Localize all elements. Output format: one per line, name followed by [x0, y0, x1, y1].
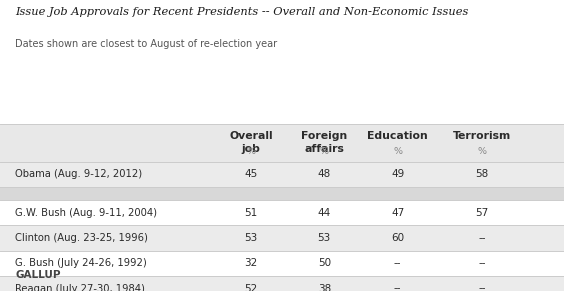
Text: 32: 32 — [244, 258, 258, 268]
Text: Obama (Aug. 9-12, 2012): Obama (Aug. 9-12, 2012) — [15, 169, 142, 179]
Text: job: job — [241, 144, 261, 155]
Text: affairs: affairs — [305, 144, 344, 155]
Text: 47: 47 — [391, 207, 404, 218]
Text: %: % — [478, 147, 487, 156]
Text: 53: 53 — [244, 233, 258, 243]
Text: GALLUP: GALLUP — [15, 270, 61, 280]
Text: 48: 48 — [318, 169, 331, 179]
Text: G.W. Bush (Aug. 9-11, 2004): G.W. Bush (Aug. 9-11, 2004) — [15, 207, 157, 218]
Text: 50: 50 — [318, 258, 331, 268]
Text: 58: 58 — [475, 169, 489, 179]
Text: Terrorism: Terrorism — [453, 131, 512, 141]
Text: Dates shown are closest to August of re-election year: Dates shown are closest to August of re-… — [15, 39, 277, 49]
Text: Overall: Overall — [229, 131, 273, 141]
Text: 45: 45 — [244, 169, 258, 179]
Text: %: % — [393, 147, 402, 156]
Text: Issue Job Approvals for Recent Presidents -- Overall and Non-Economic Issues: Issue Job Approvals for Recent President… — [15, 7, 469, 17]
Text: 38: 38 — [318, 283, 331, 291]
Text: --: -- — [394, 283, 402, 291]
Text: 53: 53 — [318, 233, 331, 243]
Text: 52: 52 — [244, 283, 258, 291]
Text: --: -- — [478, 283, 486, 291]
Text: --: -- — [478, 258, 486, 268]
Text: 60: 60 — [391, 233, 404, 243]
Text: Reagan (July 27-30, 1984): Reagan (July 27-30, 1984) — [15, 283, 145, 291]
Text: --: -- — [394, 258, 402, 268]
Text: Education: Education — [367, 131, 428, 141]
Text: %: % — [320, 147, 329, 156]
Text: 49: 49 — [391, 169, 404, 179]
Text: Foreign: Foreign — [301, 131, 347, 141]
Text: 51: 51 — [244, 207, 258, 218]
Text: 57: 57 — [475, 207, 489, 218]
Text: G. Bush (July 24-26, 1992): G. Bush (July 24-26, 1992) — [15, 258, 147, 268]
Text: %: % — [246, 147, 255, 156]
Text: Clinton (Aug. 23-25, 1996): Clinton (Aug. 23-25, 1996) — [15, 233, 148, 243]
Text: --: -- — [478, 233, 486, 243]
Text: 44: 44 — [318, 207, 331, 218]
